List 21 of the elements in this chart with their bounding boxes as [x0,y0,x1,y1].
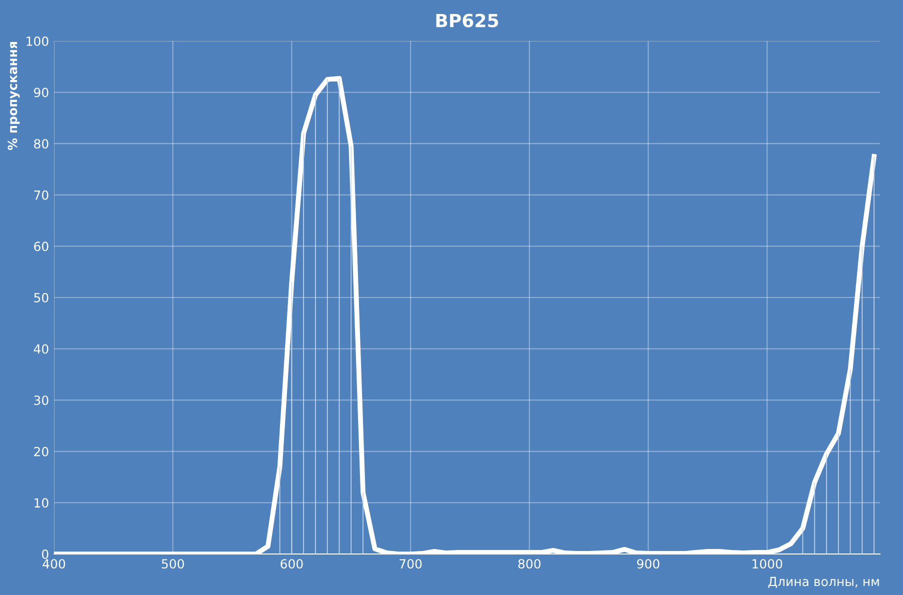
y-tick-label: 0 [42,549,48,559]
y-tick-label: 10 [34,498,48,508]
x-tick-label: 900 [637,559,660,569]
x-tick-label: 800 [518,559,540,569]
x-tick-label: 400 [42,559,66,569]
x-tick-label: 1000 [752,559,782,569]
x-tick-label: 600 [280,559,303,569]
x-tick-label: 500 [162,559,184,569]
y-tick-label: 40 [34,344,48,354]
x-axis-title: Длина волны, нм [768,576,879,588]
y-tick-label: 30 [34,396,48,406]
y-tick-label: 20 [34,446,48,456]
y-tick-label: 100 [26,36,48,46]
chart-title: BP625 [436,14,498,28]
y-tick-label: 60 [34,242,48,252]
x-tick-label: 700 [400,559,422,569]
y-tick-label: 80 [34,139,48,149]
y-axis-title: % пропускання [8,42,20,150]
y-tick-label: 50 [34,292,48,302]
y-tick-label: 90 [34,88,48,98]
y-tick-label: 70 [34,190,48,200]
